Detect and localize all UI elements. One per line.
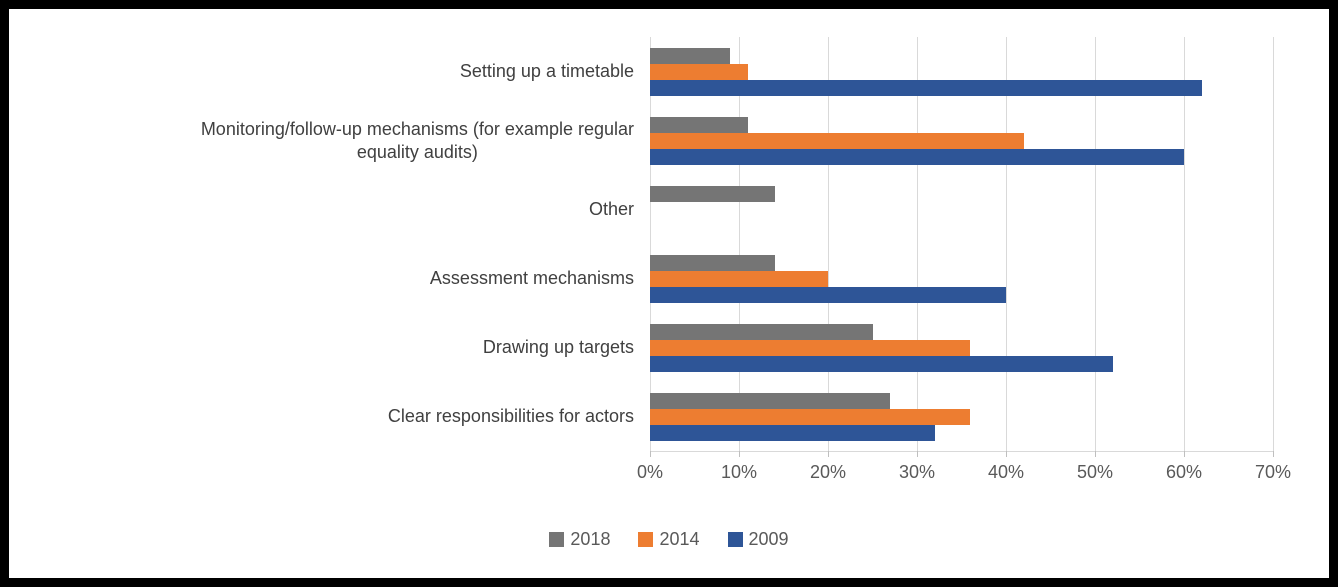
x-axis-tick bbox=[1273, 451, 1274, 457]
legend-label: 2009 bbox=[748, 529, 789, 549]
gridline bbox=[1273, 37, 1274, 451]
category-label-text: Other bbox=[588, 199, 634, 220]
x-axis-tick bbox=[739, 451, 740, 457]
x-axis-tick bbox=[650, 451, 651, 457]
category-label-text: Drawing up targets bbox=[482, 337, 634, 358]
x-tick-label: 60% bbox=[1165, 462, 1203, 482]
bar-2018 bbox=[650, 254, 775, 271]
bar-2009 bbox=[650, 424, 935, 441]
category-label: Other bbox=[9, 175, 634, 244]
gridline bbox=[1184, 37, 1185, 451]
bar-group bbox=[650, 244, 1273, 313]
x-axis-tick bbox=[1006, 451, 1007, 457]
x-axis-tick bbox=[1184, 451, 1185, 457]
bar-group bbox=[650, 106, 1273, 175]
category-label: Assessment mechanisms bbox=[9, 244, 634, 313]
category-label-text: Clear responsibilities for actors bbox=[387, 406, 634, 427]
bar-2018 bbox=[650, 323, 873, 340]
legend-label: 2018 bbox=[570, 529, 611, 549]
x-axis-tick bbox=[828, 451, 829, 457]
legend-swatch-2009 bbox=[727, 532, 743, 547]
legend-item-2018: 2018 bbox=[549, 529, 610, 550]
x-tick-label: 70% bbox=[1254, 462, 1292, 482]
legend: 2018 2014 2009 bbox=[9, 529, 1329, 550]
bar-2014 bbox=[650, 63, 748, 80]
plot-row: Setting up a timetable Monitoring/follow-… bbox=[9, 37, 1329, 451]
x-tick-label: 0% bbox=[636, 462, 664, 482]
bar-chart: Setting up a timetable Monitoring/follow-… bbox=[9, 9, 1329, 550]
bar-group bbox=[650, 313, 1273, 382]
category-label: Monitoring/follow-up mechanisms (for exa… bbox=[9, 106, 634, 175]
gridline bbox=[650, 37, 651, 451]
bar-rows bbox=[650, 37, 1273, 451]
legend-label: 2014 bbox=[659, 529, 700, 549]
gridline bbox=[917, 37, 918, 451]
category-label: Clear responsibilities for actors bbox=[9, 382, 634, 451]
x-tick-label: 10% bbox=[720, 462, 758, 482]
legend-item-2014: 2014 bbox=[638, 529, 700, 550]
category-label: Setting up a timetable bbox=[9, 37, 634, 106]
x-tick-label: 40% bbox=[987, 462, 1025, 482]
bar-2014 bbox=[650, 132, 1024, 149]
gridline bbox=[1095, 37, 1096, 451]
gridline bbox=[828, 37, 829, 451]
category-label-text: Setting up a timetable bbox=[459, 61, 634, 82]
category-label: Drawing up targets bbox=[9, 313, 634, 382]
bar-2009 bbox=[650, 286, 1006, 303]
bar-2018 bbox=[650, 185, 775, 202]
category-label-text: Monitoring/follow-up mechanisms (for exa… bbox=[200, 119, 634, 162]
bar-group bbox=[650, 37, 1273, 106]
x-axis-line bbox=[650, 451, 1273, 452]
legend-swatch-2018 bbox=[549, 532, 565, 547]
bar-2018 bbox=[650, 47, 731, 64]
bar-group bbox=[650, 175, 1273, 244]
bar-2014 bbox=[650, 270, 828, 287]
x-axis-tick bbox=[917, 451, 918, 457]
category-label-text: Assessment mechanisms bbox=[429, 268, 634, 289]
bar-2014 bbox=[650, 408, 971, 425]
legend-swatch-2014 bbox=[638, 532, 654, 547]
bar-2009 bbox=[650, 79, 1202, 96]
bar-group bbox=[650, 382, 1273, 451]
x-tick-label: 20% bbox=[809, 462, 847, 482]
bar-2014 bbox=[650, 339, 971, 356]
x-axis: 0% 10% 20% 30% 40% 50% 60% 70% bbox=[637, 451, 1291, 487]
legend-item-2009: 2009 bbox=[727, 529, 789, 550]
bar-2018 bbox=[650, 392, 891, 409]
category-labels: Setting up a timetable Monitoring/follow-… bbox=[9, 37, 650, 451]
plot-area bbox=[650, 37, 1274, 451]
gridline bbox=[1006, 37, 1007, 451]
bar-2009 bbox=[650, 355, 1113, 372]
gridline bbox=[739, 37, 740, 451]
bar-2018 bbox=[650, 116, 748, 133]
x-tick-label: 30% bbox=[898, 462, 936, 482]
bar-2009 bbox=[650, 148, 1184, 165]
x-tick-label: 50% bbox=[1076, 462, 1114, 482]
x-axis-tick bbox=[1095, 451, 1096, 457]
